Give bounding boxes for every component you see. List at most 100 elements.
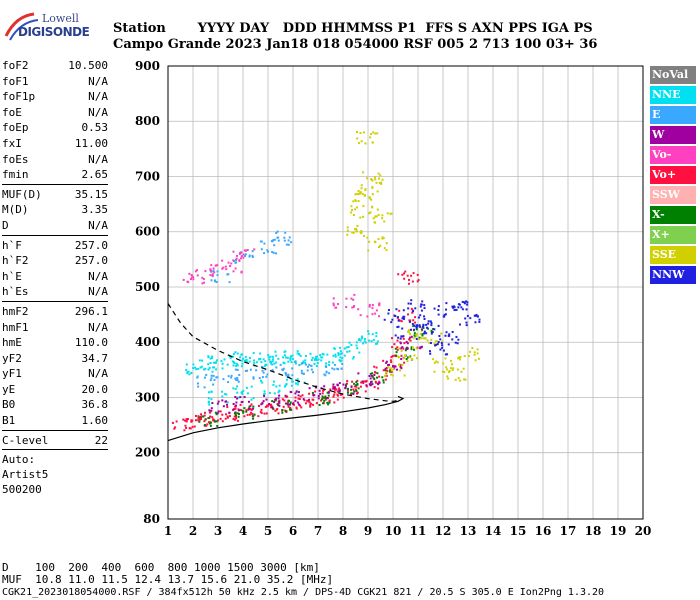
data-point [210,357,213,360]
param-label: yF2 [2,351,22,365]
data-point [197,367,200,370]
data-point [284,394,287,397]
data-point [352,214,355,217]
data-point [271,400,274,403]
data-point [263,412,266,415]
data-point [403,342,406,345]
data-point [270,362,273,365]
data-point [291,357,294,360]
data-point [210,409,213,412]
data-point [193,425,196,428]
data-point [331,367,334,370]
data-point [363,340,366,343]
data-point [226,401,229,404]
x-tick-label: 16 [535,524,552,538]
data-point [384,374,387,377]
data-point [275,408,278,411]
data-point [456,342,459,345]
data-point [203,423,206,426]
data-point [215,368,218,371]
data-point [235,378,238,381]
data-point [411,280,414,283]
data-point [327,403,330,406]
data-point [400,367,403,370]
data-point [294,396,297,399]
data-point [210,374,213,377]
data-point [419,346,422,349]
data-point [370,133,373,136]
data-point [315,364,318,367]
data-point [426,326,429,329]
data-point [277,391,280,394]
data-point [395,354,398,357]
data-point [252,407,255,410]
data-point [377,382,380,385]
data-point [394,315,397,318]
data-point [226,415,229,418]
data-point [261,381,264,384]
data-point [382,381,385,384]
data-point [219,410,222,413]
data-point [416,273,419,276]
data-point [302,360,305,363]
data-point [355,341,358,344]
data-point [404,349,407,352]
data-point [173,427,176,430]
data-point [385,242,388,245]
data-point [406,347,409,350]
data-point [299,404,302,407]
data-point [211,416,214,419]
data-point [397,273,400,276]
data-point [353,385,356,388]
data-point [463,301,466,304]
data-point [275,252,278,255]
data-point [243,407,246,410]
x-tick-label: 1 [164,524,172,538]
data-point [393,343,396,346]
x-tick-label: 2 [189,524,197,538]
data-point [447,343,450,346]
data-point [203,281,206,284]
data-point [394,334,397,337]
data-point [215,376,218,379]
data-point [274,350,277,353]
data-point [289,357,292,360]
data-point [318,389,321,392]
data-point [387,309,390,312]
data-point [334,388,337,391]
data-point [450,359,453,362]
data-point [269,403,272,406]
data-point [216,402,219,405]
data-point [291,402,294,405]
data-point [390,370,393,373]
data-point [235,257,238,260]
data-point [440,332,443,335]
data-point [230,262,233,265]
data-point [221,267,224,270]
data-point [469,317,472,320]
data-point [381,376,384,379]
data-point [451,368,454,371]
data-point [285,356,288,359]
data-point [325,365,328,368]
param-row: foE N/A [2,105,108,121]
data-point [304,402,307,405]
data-point [191,425,194,428]
data-point [283,236,286,239]
data-point [261,376,264,379]
data-point [462,367,465,370]
data-point [412,272,415,275]
logo-digisonde-text: DIGISONDE [18,25,90,39]
data-point [242,256,245,259]
data-point [287,400,290,403]
data-point [437,305,440,308]
data-point [304,361,307,364]
data-point [384,378,387,381]
data-point [362,205,365,208]
data-point [324,397,327,400]
data-point [202,415,205,418]
data-point [373,378,376,381]
data-point [216,376,219,379]
data-point [283,239,286,242]
data-point [374,380,377,383]
